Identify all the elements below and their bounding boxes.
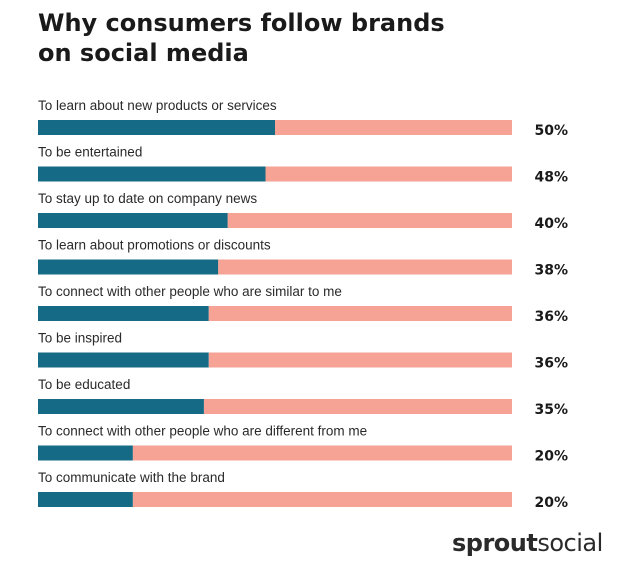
bar-remainder xyxy=(208,352,512,368)
value-label: 36% xyxy=(534,356,568,372)
logo-regular-part: social xyxy=(537,529,603,557)
bar xyxy=(38,306,209,321)
bar xyxy=(38,213,228,228)
value-label: 20% xyxy=(534,495,568,511)
value-label: 20% xyxy=(534,449,568,465)
bar-label: To be educated xyxy=(38,377,130,392)
bar xyxy=(38,399,204,414)
bar-remainder xyxy=(218,259,512,275)
bar xyxy=(38,120,275,135)
value-label: 50% xyxy=(534,123,568,139)
value-label: 35% xyxy=(534,402,568,418)
bar-remainder xyxy=(275,120,512,135)
bar-label: To be entertained xyxy=(38,145,142,160)
bar-remainder xyxy=(132,445,513,461)
bar-label: To connect with other people who are sim… xyxy=(38,284,342,299)
bar xyxy=(38,445,133,461)
bar-label: To learn about promotions or discounts xyxy=(38,238,271,253)
value-label: 40% xyxy=(534,216,568,232)
chart-title-line-2: on social media xyxy=(38,39,249,67)
bar-remainder xyxy=(203,399,512,414)
chart-title: Why consumers follow brands on social me… xyxy=(38,8,558,68)
chart-title-line-1: Why consumers follow brands xyxy=(38,9,445,37)
bar-remainder xyxy=(208,306,512,321)
bar-label: To be inspired xyxy=(38,331,122,346)
bar xyxy=(38,166,266,182)
bar-remainder xyxy=(132,492,513,507)
bar-label: To stay up to date on company news xyxy=(38,191,257,206)
bar-label: To learn about new products or services xyxy=(38,98,277,113)
bar-label: To connect with other people who are dif… xyxy=(38,424,367,439)
logo-bold-part: sprout xyxy=(452,529,538,557)
sproutsocial-logo: sproutsocial xyxy=(452,527,603,559)
value-label: 48% xyxy=(534,170,568,186)
bar-label: To communicate with the brand xyxy=(38,470,225,485)
value-label: 36% xyxy=(534,309,568,325)
bar xyxy=(38,259,219,275)
bar-remainder xyxy=(227,213,512,228)
bar xyxy=(38,352,209,368)
bar xyxy=(38,492,133,507)
value-label: 38% xyxy=(534,263,568,279)
bar-remainder xyxy=(265,166,512,182)
